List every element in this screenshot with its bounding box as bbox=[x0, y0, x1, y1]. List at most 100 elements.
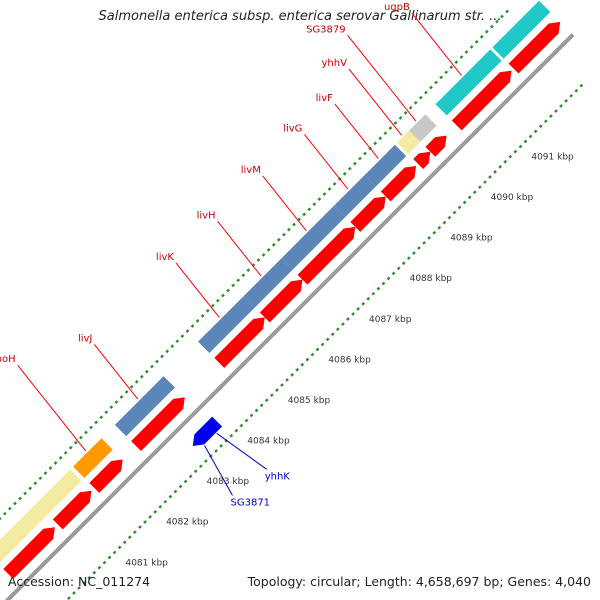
gene-label-livH: livH bbox=[197, 210, 216, 221]
axis-tick-dot bbox=[437, 225, 442, 230]
forward-tick-dot bbox=[99, 415, 104, 420]
backbone-line bbox=[4, 33, 575, 600]
axis-tick-dot bbox=[92, 570, 97, 575]
forward-tick-dot bbox=[256, 258, 261, 262]
axis-tick-dot bbox=[219, 444, 223, 448]
axis-tick-dot bbox=[406, 256, 411, 261]
forward-tick-dot bbox=[104, 410, 109, 415]
gene-ugpB bbox=[435, 49, 502, 116]
cds-SG3879 bbox=[425, 135, 447, 157]
forward-tick-dot bbox=[84, 430, 88, 435]
forward-tick-dot bbox=[266, 248, 271, 252]
genome-summary: Topology: circular; Length: 4,658,697 bp… bbox=[247, 574, 591, 589]
axis-tick-dot bbox=[67, 596, 71, 600]
gene-label-livK: livK bbox=[156, 252, 174, 263]
forward-tick-dot bbox=[241, 273, 246, 278]
forward-tick-dot bbox=[210, 303, 215, 308]
gene-livH bbox=[243, 258, 293, 308]
cds-livJ bbox=[131, 397, 185, 452]
axis-tick-dot bbox=[579, 83, 584, 88]
forward-tick-dot bbox=[145, 369, 149, 374]
forward-tick-dot bbox=[408, 105, 413, 110]
axis-tick-dot bbox=[538, 124, 543, 129]
forward-tick-dot bbox=[139, 374, 144, 379]
axis-tick-dot bbox=[133, 530, 137, 534]
axis-tick-dot bbox=[472, 190, 477, 195]
axis-tick-dot bbox=[386, 276, 391, 281]
leader-line-yhhK bbox=[216, 432, 267, 470]
reverse-gene-arrow bbox=[192, 416, 223, 446]
axis-tick-dot bbox=[188, 474, 193, 479]
axis-tick-dot bbox=[417, 246, 421, 250]
forward-tick-dot bbox=[8, 506, 12, 511]
gene-livK bbox=[198, 296, 255, 353]
axis-tick-dot bbox=[422, 241, 426, 245]
axis-tick-dot bbox=[442, 220, 447, 225]
forward-tick-dot bbox=[23, 491, 27, 496]
axis-tick-label: 4086 kbp bbox=[328, 355, 371, 365]
axis-tick-dot bbox=[554, 109, 558, 113]
forward-tick-dot bbox=[484, 29, 489, 34]
gene-label-yhhV: yhhV bbox=[321, 58, 347, 69]
axis-tick-dot bbox=[148, 515, 152, 519]
forward-tick-dot bbox=[114, 400, 119, 404]
forward-tick-dot bbox=[495, 19, 499, 24]
forward-tick-dot bbox=[312, 202, 317, 207]
forward-tick-dot bbox=[18, 496, 22, 501]
axis-tick-dot bbox=[498, 164, 503, 169]
forward-tick-dot bbox=[205, 308, 210, 313]
forward-tick-dot bbox=[418, 95, 423, 100]
forward-tick-dot bbox=[261, 253, 266, 257]
forward-tick-dot bbox=[150, 364, 154, 369]
forward-tick-dot bbox=[155, 359, 159, 364]
axis-tick-label: 4084 kbp bbox=[247, 437, 290, 447]
forward-tick-dot bbox=[276, 237, 281, 242]
axis-tick-dot bbox=[483, 180, 487, 184]
axis-tick-dot bbox=[533, 129, 538, 134]
forward-tick-dot bbox=[444, 70, 449, 75]
forward-tick-dot bbox=[398, 116, 403, 120]
axis-tick-dot bbox=[401, 261, 406, 266]
forward-tick-dot bbox=[216, 298, 220, 303]
axis-tick-dot bbox=[523, 139, 528, 144]
leader-line-livG bbox=[304, 134, 349, 190]
axis-label-layer: 4081 kbp 4082 kbp 4083 kbp 4084 kbp 4085 kbp… bbox=[125, 152, 574, 568]
forward-tick-dot bbox=[449, 65, 454, 70]
reverse-gene-track bbox=[192, 416, 223, 446]
forward-tick-dot bbox=[454, 60, 459, 65]
gene-label-ugpB: ugpB bbox=[384, 2, 410, 13]
forward-tick-dot bbox=[393, 121, 398, 125]
axis-tick-dot bbox=[513, 149, 518, 154]
axis-tick-dot bbox=[72, 591, 76, 595]
axis-tick-label: 4082 kbp bbox=[166, 518, 209, 528]
forward-tick-dot bbox=[439, 75, 443, 80]
axis-tick-dot bbox=[163, 499, 168, 504]
axis-tick-dot bbox=[153, 509, 158, 514]
axis-tick-label: 4087 kbp bbox=[369, 315, 412, 325]
forward-tick-dot bbox=[129, 384, 134, 389]
forward-tick-dot bbox=[505, 9, 509, 14]
axis-tick-dot bbox=[391, 271, 396, 276]
forward-tick-dot bbox=[185, 329, 190, 333]
forward-tick-dot bbox=[307, 207, 312, 212]
forward-tick-dot bbox=[469, 45, 474, 49]
forward-tick-dot bbox=[79, 435, 83, 440]
cds-partial-2 bbox=[52, 490, 92, 530]
gene-livM bbox=[281, 205, 346, 270]
axis-tick-dot bbox=[528, 134, 533, 139]
forward-tick-dot bbox=[302, 212, 307, 217]
gene-label-layer: rpoH livJ livK livH livM livG livF yhhV SG3879 ug… bbox=[0, 2, 462, 509]
axis-tick-dot bbox=[102, 560, 107, 565]
gene-label-livJ: livJ bbox=[78, 333, 92, 344]
forward-tick-dot bbox=[63, 450, 68, 455]
axis-tick-dot bbox=[320, 342, 325, 347]
cds-ugpB bbox=[451, 70, 512, 131]
forward-tick-dot bbox=[109, 405, 114, 410]
forward-tick-dot bbox=[327, 187, 332, 191]
forward-tick-dot bbox=[124, 390, 129, 394]
forward-tick-dot bbox=[43, 471, 48, 475]
axis-tick-dot bbox=[87, 575, 92, 580]
axis-tick-dot bbox=[269, 393, 274, 398]
gene-label-livM: livM bbox=[241, 165, 261, 176]
axis-tick-dot bbox=[310, 352, 315, 357]
